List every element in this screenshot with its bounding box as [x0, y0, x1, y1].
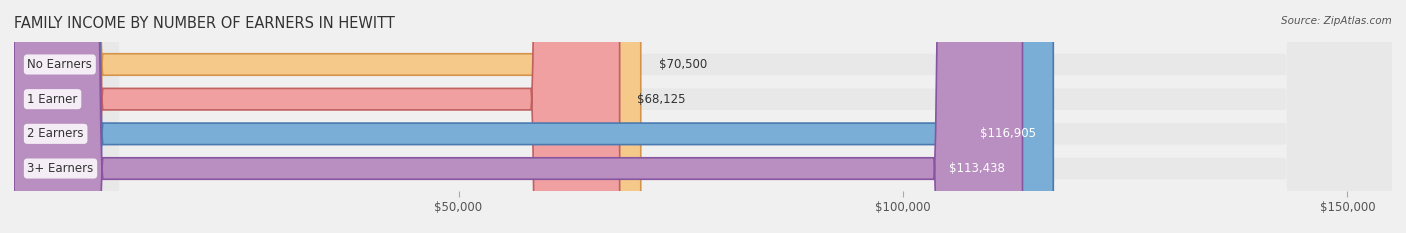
Text: No Earners: No Earners: [27, 58, 93, 71]
Text: FAMILY INCOME BY NUMBER OF EARNERS IN HEWITT: FAMILY INCOME BY NUMBER OF EARNERS IN HE…: [14, 16, 395, 31]
FancyBboxPatch shape: [14, 0, 641, 233]
FancyBboxPatch shape: [14, 0, 1392, 233]
FancyBboxPatch shape: [14, 0, 1053, 233]
FancyBboxPatch shape: [14, 0, 1392, 233]
Text: 2 Earners: 2 Earners: [27, 127, 84, 140]
FancyBboxPatch shape: [14, 0, 620, 233]
Text: 1 Earner: 1 Earner: [27, 93, 77, 106]
Text: $68,125: $68,125: [637, 93, 686, 106]
Text: 3+ Earners: 3+ Earners: [27, 162, 94, 175]
Text: $116,905: $116,905: [980, 127, 1035, 140]
FancyBboxPatch shape: [14, 0, 1392, 233]
Text: Source: ZipAtlas.com: Source: ZipAtlas.com: [1281, 16, 1392, 26]
Text: $70,500: $70,500: [658, 58, 707, 71]
FancyBboxPatch shape: [14, 0, 1392, 233]
FancyBboxPatch shape: [14, 0, 1022, 233]
Text: $113,438: $113,438: [949, 162, 1005, 175]
